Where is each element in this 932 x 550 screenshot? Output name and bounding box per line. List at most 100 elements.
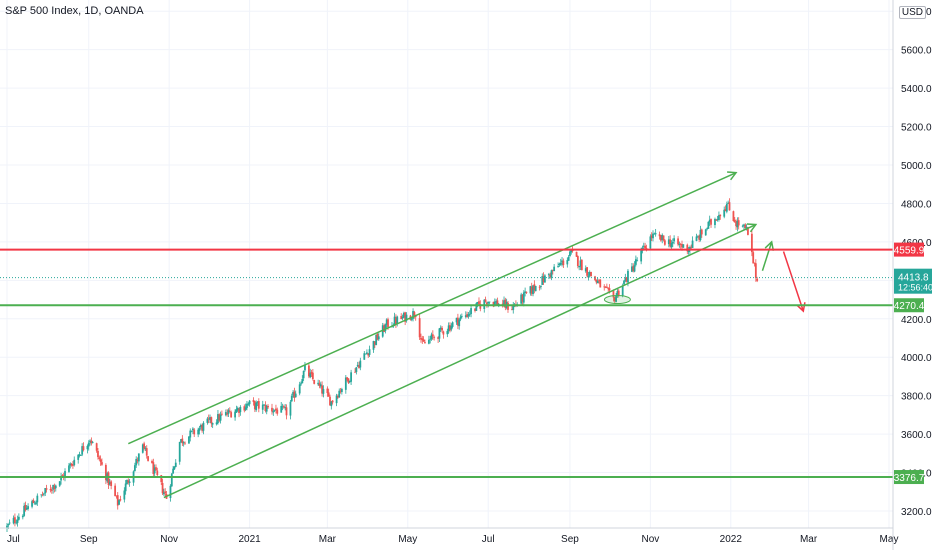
candle-body xyxy=(575,251,578,257)
candle-body xyxy=(294,393,297,398)
candle-body xyxy=(43,493,45,495)
candle-body xyxy=(654,233,657,235)
candle-body xyxy=(300,383,302,385)
horizontal-levels[interactable] xyxy=(0,248,893,479)
candle-body xyxy=(633,265,636,272)
candle-body xyxy=(387,319,389,328)
candle-body xyxy=(226,413,229,415)
candle-body xyxy=(586,267,588,276)
candle-body xyxy=(302,370,305,379)
candle-body xyxy=(540,285,542,287)
channel-upper-arrowhead xyxy=(727,171,738,181)
candle-body xyxy=(44,488,47,494)
candle-body xyxy=(715,219,718,221)
candle-body xyxy=(358,365,360,368)
candle-body xyxy=(511,309,513,311)
candle-body xyxy=(649,236,652,249)
candle-body xyxy=(496,300,499,306)
candle-body xyxy=(188,436,190,444)
x-tick-label: Mar xyxy=(319,534,337,545)
candle-body xyxy=(393,316,396,325)
candle-body xyxy=(623,280,625,285)
candle-body xyxy=(375,334,378,346)
countdown-label: 12:56:40 xyxy=(898,283,932,293)
candle-body xyxy=(319,384,322,387)
candle-body xyxy=(359,360,362,368)
candle-body xyxy=(520,294,523,304)
candle-body xyxy=(322,389,325,394)
candle-body xyxy=(385,319,388,325)
candle-body xyxy=(613,297,616,302)
y-tick-label: 5200.0 xyxy=(901,123,932,134)
candle-body xyxy=(607,288,610,289)
candle-body xyxy=(658,234,661,237)
candle-body xyxy=(289,401,292,416)
candle-body xyxy=(265,405,268,412)
candle-body xyxy=(127,480,130,483)
candle-body xyxy=(679,244,682,245)
level-badge-label: 3376.7 xyxy=(894,473,925,484)
candle-body xyxy=(101,462,103,465)
candle-body xyxy=(264,405,267,411)
candle-body xyxy=(512,305,515,310)
candle-body xyxy=(570,250,573,253)
candle-body xyxy=(161,482,164,494)
candle-body xyxy=(227,410,230,414)
candle-body xyxy=(558,263,561,266)
candle-body xyxy=(413,312,416,317)
candle-body xyxy=(719,214,722,217)
candle-body xyxy=(728,202,731,211)
channel-lower-arrowhead xyxy=(746,223,758,233)
candle-body xyxy=(650,235,653,238)
candle-body xyxy=(663,240,666,245)
candle-body xyxy=(35,502,37,505)
candle-body xyxy=(576,256,579,267)
candle-body xyxy=(337,396,339,398)
candle-body xyxy=(557,266,559,268)
candle-body xyxy=(661,234,664,241)
candle-body xyxy=(756,278,759,281)
candle-body xyxy=(263,404,265,406)
candle-body xyxy=(215,422,218,425)
candle-body xyxy=(418,318,421,338)
candle-body xyxy=(340,389,343,393)
candle-body xyxy=(153,467,156,474)
candle-body xyxy=(348,380,351,382)
candle-body xyxy=(79,455,82,456)
x-tick-label: Nov xyxy=(641,534,659,545)
candle-body xyxy=(152,462,155,474)
candle-body xyxy=(335,395,338,404)
drawings[interactable] xyxy=(127,171,806,499)
candle-body xyxy=(587,275,590,277)
candle-body xyxy=(49,488,52,491)
candle-body xyxy=(372,341,375,350)
candle-body xyxy=(485,302,488,305)
candle-body xyxy=(686,244,689,252)
candle-body xyxy=(603,286,606,288)
currency-label[interactable]: USD xyxy=(898,6,926,19)
candle-body xyxy=(272,411,275,413)
candle-body xyxy=(534,285,537,292)
candle-body xyxy=(124,483,127,492)
candle-body xyxy=(616,290,619,297)
candle-body xyxy=(61,475,64,477)
candle-body xyxy=(652,233,654,239)
bounce-arrow-line xyxy=(761,241,773,271)
candle-body xyxy=(584,268,587,272)
candle-body xyxy=(621,285,624,297)
candle-body xyxy=(504,299,507,308)
candle-body xyxy=(580,259,583,271)
candle-body xyxy=(532,285,534,295)
candle-body xyxy=(395,317,397,324)
candle-body xyxy=(182,442,185,444)
candle-body xyxy=(598,279,600,281)
candle-body xyxy=(439,327,442,330)
candle-body xyxy=(579,260,582,267)
candle-body xyxy=(566,260,569,265)
drop-arrow-line xyxy=(782,251,805,312)
candle-body xyxy=(116,495,119,506)
candle-body xyxy=(479,304,482,309)
axis-settings-button[interactable] xyxy=(892,528,932,550)
candle-body xyxy=(405,314,408,321)
